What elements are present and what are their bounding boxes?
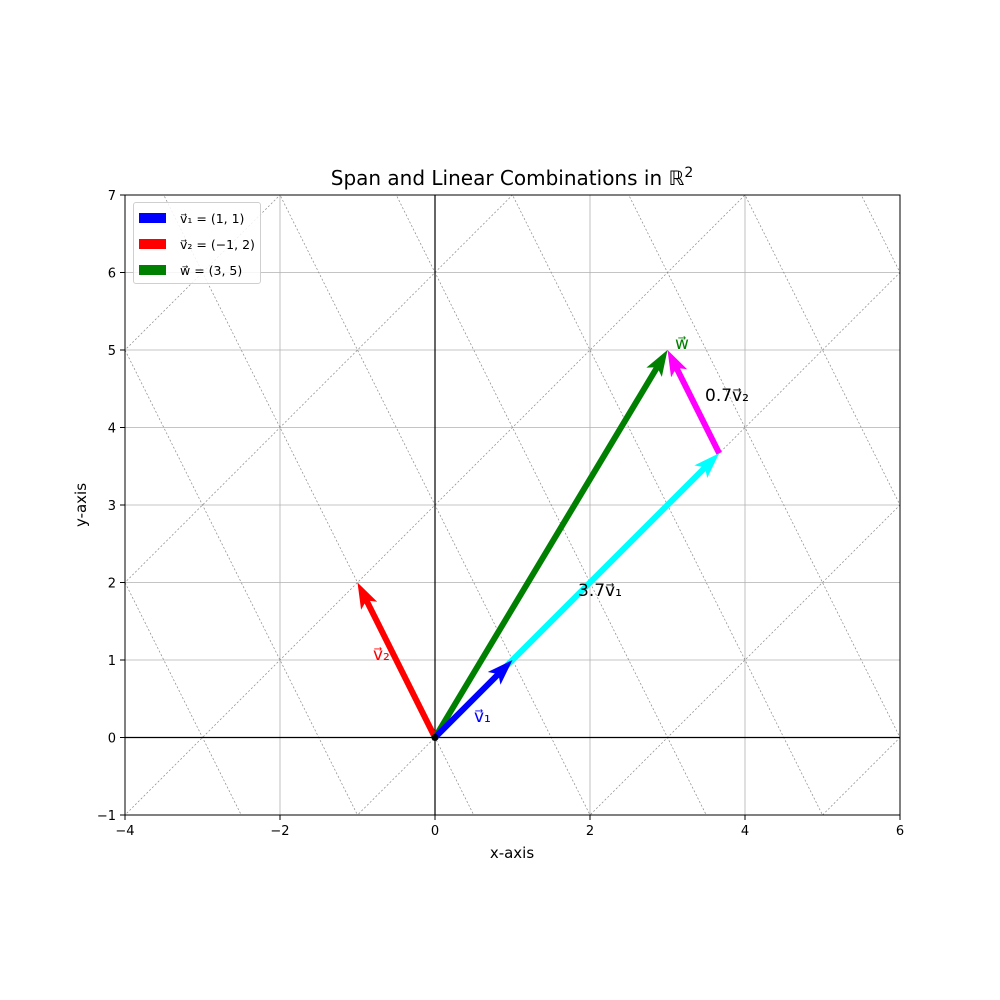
vector-label: v⃗₁ xyxy=(474,707,491,727)
x-tick-label: −4 xyxy=(115,824,134,839)
vector-0_7v2 xyxy=(667,350,722,455)
y-tick-label: −1 xyxy=(97,809,116,824)
x-tick-label: 0 xyxy=(431,824,439,839)
legend-label: w⃗ = (3, 5) xyxy=(180,262,243,278)
legend-swatch-red xyxy=(139,239,166,249)
x-tick-label: 4 xyxy=(741,824,749,839)
legend-swatch-green xyxy=(139,265,166,275)
y-tick-label: 3 xyxy=(108,499,116,514)
y-tick-label: 1 xyxy=(108,654,116,669)
vector-annotations: v⃗₁ v⃗₂ w⃗ 3.7v⃗₁ 0.7v⃗₂ xyxy=(373,334,749,727)
y-tick-label: 0 xyxy=(108,732,116,747)
vectors xyxy=(357,350,722,741)
y-tick-label: 7 xyxy=(108,189,116,204)
plot-title: Span and Linear Combinations in ℝ2 xyxy=(331,165,694,190)
vector-v1 xyxy=(432,660,513,740)
legend-label: v⃗₂ = (−1, 2) xyxy=(180,236,255,252)
vector-label: 3.7v⃗₁ xyxy=(578,581,622,601)
legend-item-w: w⃗ = (3, 5) xyxy=(139,261,242,279)
zero-axes xyxy=(125,195,900,815)
legend: v⃗₁ = (1, 1) v⃗₂ = (−1, 2) w⃗ = (3, 5) xyxy=(133,202,261,284)
y-tick-label: 6 xyxy=(108,267,116,282)
legend-swatch-blue xyxy=(139,213,166,223)
x-tick-label: −2 xyxy=(270,824,289,839)
y-tick-label: 5 xyxy=(108,344,116,359)
legend-item-v2: v⃗₂ = (−1, 2) xyxy=(139,235,255,253)
legend-label: v⃗₁ = (1, 1) xyxy=(180,210,245,226)
vector-label: v⃗₂ xyxy=(373,645,390,665)
x-tick-label: 2 xyxy=(586,824,594,839)
vector-label: 0.7v⃗₂ xyxy=(705,386,749,406)
svg-text:Span and Linear Combinations i: Span and Linear Combinations in ℝ2 xyxy=(331,165,694,190)
axis-ticks: −4 −2 0 2 4 6 −1 0 1 2 3 4 5 6 7 xyxy=(97,189,904,839)
y-axis-label: y-axis xyxy=(72,483,90,527)
vector-w xyxy=(432,350,668,740)
legend-item-v1: v⃗₁ = (1, 1) xyxy=(139,209,244,227)
origin-point xyxy=(431,734,439,741)
x-tick-label: 6 xyxy=(896,824,904,839)
y-tick-label: 4 xyxy=(108,422,116,437)
x-axis-label: x-axis xyxy=(490,844,535,862)
vector-label: w⃗ xyxy=(675,334,689,354)
vector-v2 xyxy=(357,582,438,739)
y-tick-label: 2 xyxy=(108,577,116,592)
